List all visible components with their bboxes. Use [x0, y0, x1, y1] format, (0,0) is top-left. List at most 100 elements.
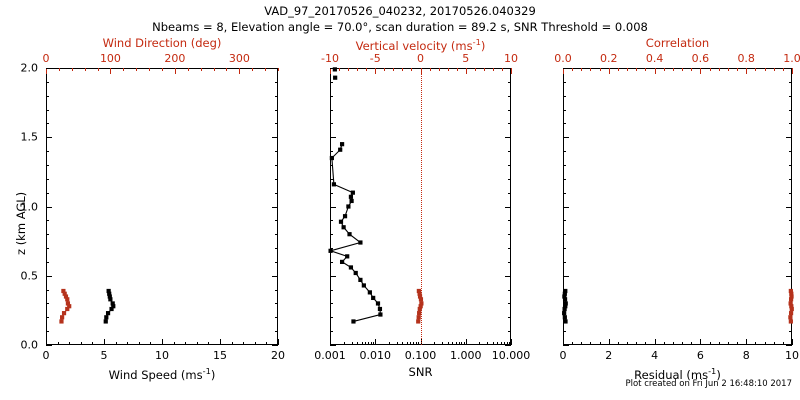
panel-3-xtick-minor	[782, 342, 784, 345]
panel-3-ytick-minor	[563, 151, 566, 153]
panel-2-xtick-top	[330, 68, 331, 74]
panel-2-ytick-minor	[330, 137, 333, 139]
panel-1-ytick-minor	[46, 151, 49, 153]
data-point	[345, 254, 350, 259]
panel-3-xtick-top-minor	[672, 68, 674, 71]
panel-3-xtick-top-minor	[709, 68, 711, 71]
panel-2-xtick-minor	[487, 342, 489, 345]
panel-3-ytick-minor	[563, 123, 566, 125]
panel-3-xtick-top-minor	[654, 68, 656, 71]
panel-3-xtick-minor	[627, 342, 629, 345]
panel-3-xtick-top-minor	[599, 68, 601, 71]
panel-2-ytick-minor	[508, 95, 511, 97]
panel-1-ytick-minor	[46, 234, 49, 236]
panel-3-xtick-minor	[672, 342, 674, 345]
panel-2-xtick-minor	[361, 342, 363, 345]
panel-3-ytick-minor	[563, 261, 566, 263]
panel-1-ytick-minor	[275, 109, 278, 111]
data-point	[419, 301, 424, 306]
panel-2-ytick-minor	[330, 345, 333, 346]
panel-3-xtick-label: 0	[559, 349, 567, 362]
panel-3-ytick-minor	[789, 109, 792, 111]
panel-1-ytick	[46, 275, 52, 277]
panel-1-ytick-minor	[46, 275, 49, 277]
panel-3-ytick-minor	[789, 137, 792, 139]
panel-1-xtick-top-minor	[149, 68, 151, 71]
panel-3-ytick-minor	[563, 206, 566, 208]
panel-2-ytick-minor	[508, 220, 511, 222]
panel-1-ytick-minor	[275, 248, 278, 250]
panel-2-xtick-top-minor	[456, 68, 458, 71]
panel-1-frame	[46, 68, 278, 345]
data-point	[789, 306, 794, 312]
panel-3-xtick-top-label: 0.6	[691, 52, 710, 65]
panel-1-ytick-minor	[275, 137, 278, 139]
panel-1-ytick-minor	[46, 303, 49, 305]
panel-2-xtick-top-minor	[384, 68, 386, 71]
panel-3-xtick-minor	[636, 342, 638, 345]
panel-2-xtick-top-minor	[429, 68, 431, 71]
panel-2-ytick-minor	[508, 123, 511, 125]
panel-1-xtick-top-minor	[58, 68, 60, 71]
panel-3-ytick	[563, 206, 569, 208]
panel-2-ytick-minor	[330, 164, 333, 166]
data-point	[106, 288, 111, 294]
panel-3-xtick-minor	[608, 342, 610, 345]
panel-1-xtick-top	[110, 68, 112, 74]
panel-3-ytick-minor	[789, 123, 792, 125]
panel-3-xtick-minor	[709, 342, 711, 345]
panel-3-xtick-minor	[764, 342, 766, 345]
panel-1-xtick-top-minor	[110, 68, 112, 71]
panel-1-ytick-minor	[46, 289, 49, 291]
data-point	[349, 198, 354, 204]
data-point	[61, 288, 66, 294]
panel-2-ytick-minor	[508, 151, 511, 153]
panel-3-xtick-top-minor	[581, 68, 583, 71]
data-point	[65, 301, 71, 306]
panel-3-ytick-minor	[563, 345, 566, 346]
panel-2-xtick-label: 0.100	[404, 349, 437, 362]
data-point	[67, 304, 72, 309]
panel-2-ytick-minor	[508, 303, 511, 305]
panel-2-xtick-minor	[351, 342, 353, 345]
panel-2-ytick-minor	[330, 68, 333, 69]
panel-2-ytick-minor	[508, 275, 511, 277]
panel-2-xtick-label: 1.000	[450, 349, 482, 362]
panel-2-xtick-minor	[503, 342, 505, 345]
panel-2-xtick-top-minor	[357, 68, 359, 71]
panel-3-xtick-minor	[746, 342, 748, 345]
panel-2-ytick-minor	[330, 178, 333, 180]
panel-2-xtick-top-minor	[501, 68, 503, 71]
y-tick-label: 2.0	[20, 61, 39, 75]
panel-2-xlabel-top: Vertical velocity (ms-1)	[355, 37, 486, 53]
panel-2-xtick-minor	[388, 342, 390, 345]
panel-3-ytick-minor	[789, 178, 792, 180]
data-point	[416, 288, 421, 294]
panel-1-ytick-minor	[46, 164, 49, 166]
data-point	[338, 147, 343, 152]
panel-2-ytick-minor	[508, 317, 511, 319]
panel-3-xtick-minor	[654, 342, 656, 345]
panel-1-ytick	[46, 206, 52, 208]
panel-3-ytick-minor	[563, 109, 566, 111]
panel-3-xtick-top-minor	[782, 68, 784, 71]
y-tick-label: 0.0	[20, 338, 39, 352]
panel-2-ytick-minor	[508, 192, 511, 194]
panel-1-ytick-minor	[275, 123, 278, 125]
data-point	[353, 270, 358, 276]
panel-2-xtick-minor	[413, 342, 415, 345]
panel-2-ytick	[330, 345, 336, 346]
panel-1-ytick-minor	[275, 303, 278, 305]
panel-3-ytick-minor	[789, 151, 792, 153]
panel-1-xtick-minor	[104, 342, 105, 345]
panel-1-xtick-top-minor	[265, 68, 267, 71]
panel-3-xtick-label: 10	[785, 349, 799, 362]
data-point	[65, 297, 70, 302]
panel-3-ytick-minor	[563, 192, 566, 194]
panel-2-ytick-minor	[330, 151, 333, 153]
panel-2-ytick-minor	[508, 248, 511, 250]
panel-3-ytick-minor	[789, 261, 792, 263]
panel-2-ytick-minor	[330, 192, 333, 194]
